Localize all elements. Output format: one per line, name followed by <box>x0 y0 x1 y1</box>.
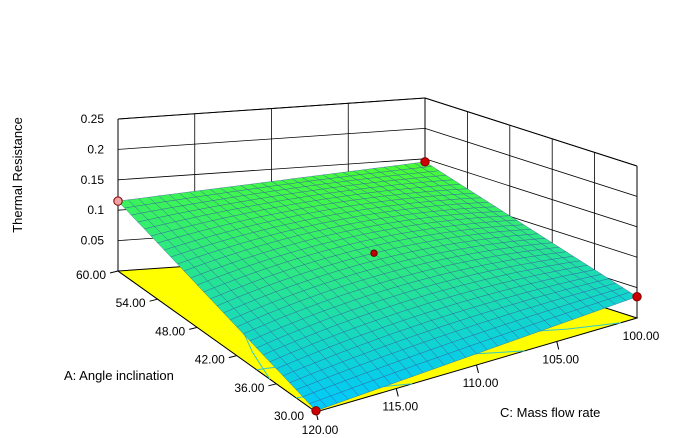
design-point-2 <box>632 292 642 302</box>
design-points <box>113 157 642 416</box>
z-tick-label: 0.2 <box>87 142 104 156</box>
c-tick-label: 105.00 <box>542 353 579 367</box>
z-tick-label: 0.05 <box>81 234 105 248</box>
a-axis-label: A: Angle inclination <box>64 368 174 383</box>
z-tick-label: 0.15 <box>81 173 105 187</box>
a-tick-label: 42.00 <box>195 353 225 367</box>
design-point-1 <box>420 157 430 167</box>
c-tick-label: 120.00 <box>302 423 339 437</box>
a-tick-label: 54.00 <box>116 296 146 310</box>
tick-labels: 0.05 0.1 0.15 0.2 0.25 30.00 36.00 42.00 48.00 54… <box>76 112 660 437</box>
c-tick-label: 100.00 <box>623 329 660 343</box>
a-tick-label: 60.00 <box>76 268 106 282</box>
a-tick-label: 36.00 <box>234 381 264 395</box>
design-point-3 <box>311 406 321 416</box>
a-tick-label: 30.00 <box>274 409 304 423</box>
a-tick-label: 48.00 <box>155 324 185 338</box>
center-point <box>370 249 378 257</box>
c-axis-label: C: Mass flow rate <box>500 405 600 420</box>
c-tick-label: 110.00 <box>463 376 499 390</box>
c-tick-label: 115.00 <box>382 400 418 414</box>
z-tick-label: 0.25 <box>81 112 105 126</box>
z-tick-label: 0.1 <box>87 203 104 217</box>
z-axis-label: Thermal Resistance <box>10 117 25 233</box>
response-surface <box>117 161 638 412</box>
design-point-0 <box>113 196 123 206</box>
